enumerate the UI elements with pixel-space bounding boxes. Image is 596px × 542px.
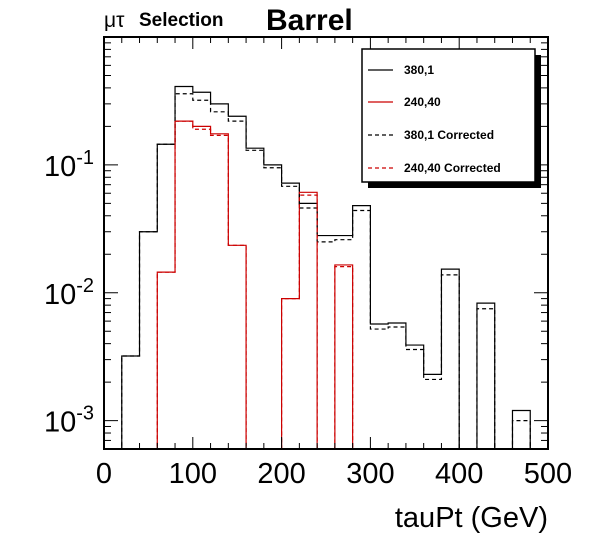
legend-label-1: 380,1 — [404, 63, 434, 77]
title-symbol: μτ — [104, 9, 125, 32]
legend-label-3: 380,1 Corrected — [404, 128, 494, 142]
plot-area: 0 100 200 300 400 500 10-1 10-2 10-3 — [44, 36, 572, 490]
ticks-layer: 0 100 200 300 400 500 10-1 10-2 10-3 — [44, 36, 572, 490]
x-tick-label: 400 — [435, 458, 483, 490]
plot-frame — [103, 36, 549, 450]
series-line-3 — [104, 93, 548, 449]
x-tick-label: 500 — [524, 458, 572, 490]
legend: 380,1 240,40 380,1 Corrected 240,40 Correct… — [361, 48, 541, 188]
legend-label-2: 240,40 — [404, 95, 441, 109]
x-tick-label: 200 — [257, 458, 305, 490]
x-axis-label: tauPt (GeV) — [395, 502, 548, 534]
series-line-4 — [104, 120, 548, 449]
series-layer — [104, 85, 548, 449]
x-tick-label: 0 — [96, 458, 112, 490]
y-tick-label: 10-2 — [44, 275, 94, 311]
y-tick-label: 10-1 — [44, 147, 94, 183]
x-tick-label: 300 — [346, 458, 394, 490]
legend-box — [361, 48, 536, 183]
legend-items: 380,1 240,40 380,1 Corrected 240,40 Correct… — [368, 63, 501, 175]
chart-title: Barrel — [266, 4, 353, 37]
x-tick-label: 100 — [169, 458, 217, 490]
y-tick-label: 10-3 — [44, 403, 94, 439]
title-selection: Selection — [139, 10, 223, 31]
legend-label-4: 240,40 Corrected — [404, 161, 501, 175]
